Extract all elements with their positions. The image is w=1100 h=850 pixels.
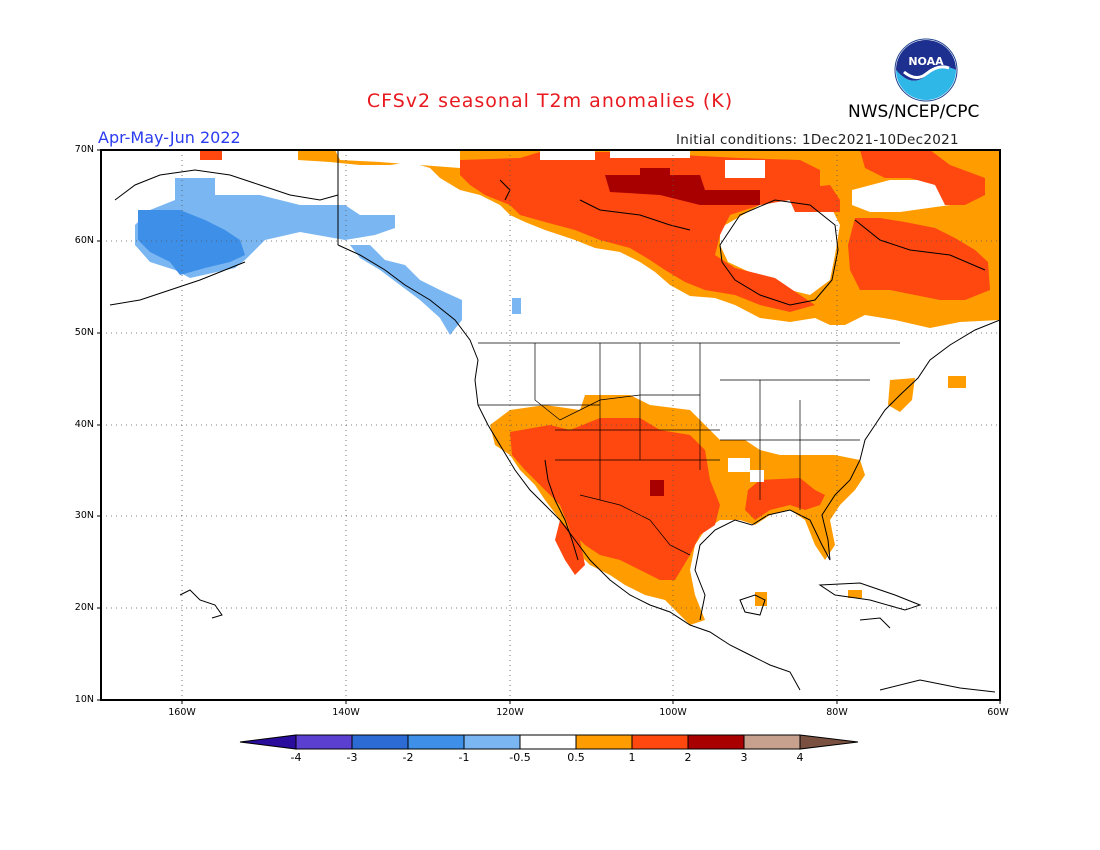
- colorbar-tick: 1: [628, 751, 636, 764]
- colorbar-segment: [631, 734, 689, 750]
- lon-tick: 140W: [332, 707, 360, 718]
- positive-anomaly-us-mexico: [490, 376, 966, 625]
- lon-tick: 120W: [496, 707, 524, 718]
- colorbar-tick: 2: [684, 751, 692, 764]
- lat-tick: 10N: [74, 694, 94, 705]
- lon-tick: 60W: [987, 707, 1009, 718]
- colorbar-segment: [687, 734, 745, 750]
- lat-tick: 60N: [74, 235, 94, 246]
- graticule: [101, 150, 1000, 700]
- colorbar-segment: [743, 734, 801, 750]
- lat-tick: 20N: [74, 602, 94, 613]
- colorbar-segment: [799, 734, 859, 750]
- lat-tick: 50N: [74, 327, 94, 338]
- noaa-logo-text: NOAA: [908, 55, 944, 68]
- colorbar-segment: [239, 734, 297, 750]
- colorbar-tick: -0.5: [509, 751, 531, 764]
- colorbar-tick: -2: [402, 751, 414, 764]
- noaa-logo: NOAA: [894, 38, 958, 102]
- colorbar-segment: [295, 734, 353, 750]
- colorbar-tick: 4: [796, 751, 804, 764]
- colorbar-tick: -4: [290, 751, 302, 764]
- map-title: CFSv2 seasonal T2m anomalies (K): [366, 90, 734, 112]
- lon-tick: 80W: [826, 707, 848, 718]
- colorbar-tick: 3: [740, 751, 748, 764]
- colorbar-segment: [407, 734, 465, 750]
- initial-conditions: Initial conditions: 1Dec2021-10Dec2021: [676, 132, 959, 148]
- lat-tick: 30N: [74, 510, 94, 521]
- lat-tick: 40N: [74, 419, 94, 430]
- colorbar-tick: -1: [458, 751, 470, 764]
- lon-tick: 100W: [659, 707, 687, 718]
- colorbar-tick: 0.5: [567, 751, 585, 764]
- lon-tick: 160W: [168, 707, 196, 718]
- colorbar-segment: [351, 734, 409, 750]
- lat-tick: 70N: [74, 144, 94, 155]
- coastlines: [109, 150, 1000, 693]
- forecast-period: Apr-May-Jun 2022: [98, 128, 241, 147]
- state-borders: [478, 342, 900, 556]
- colorbar-segment: [463, 734, 521, 750]
- agency-label: NWS/NCEP/CPC: [848, 102, 980, 122]
- colorbar-segment: [575, 734, 633, 750]
- colorbar-segment: [519, 734, 577, 750]
- positive-anomaly-canada: [200, 150, 1000, 328]
- colorbar-tick: -3: [346, 751, 358, 764]
